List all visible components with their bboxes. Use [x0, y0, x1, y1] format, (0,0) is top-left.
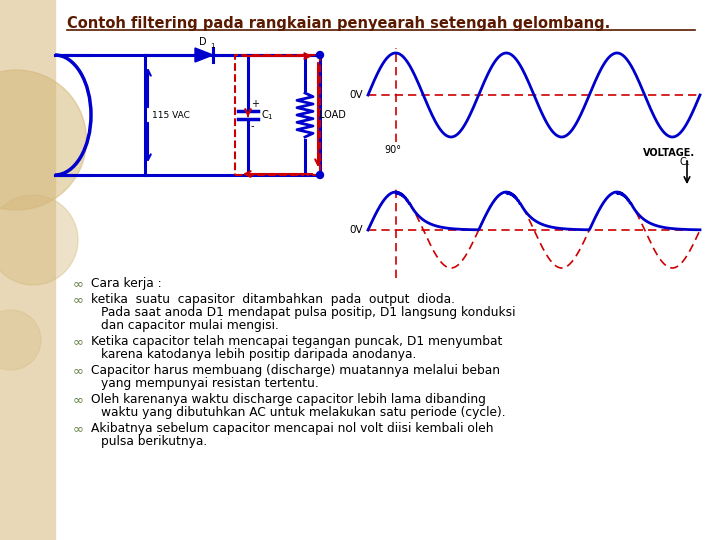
- Text: LOAD: LOAD: [319, 110, 346, 120]
- Text: karena katodanya lebih positip daripada anodanya.: karena katodanya lebih positip daripada …: [101, 348, 416, 361]
- Text: +: +: [251, 99, 259, 109]
- Text: -: -: [251, 121, 254, 131]
- Text: ketika  suatu  capasitor  ditambahkan  pada  output  dioda.: ketika suatu capasitor ditambahkan pada …: [91, 293, 455, 306]
- Text: 0V: 0V: [349, 225, 363, 235]
- Circle shape: [0, 310, 41, 370]
- Text: Cara kerja :: Cara kerja :: [91, 277, 161, 290]
- Text: waktu yang dibutuhkan AC untuk melakukan satu periode (cycle).: waktu yang dibutuhkan AC untuk melakukan…: [101, 406, 505, 419]
- Circle shape: [317, 172, 323, 179]
- Circle shape: [0, 70, 86, 210]
- Text: pulsa berikutnya.: pulsa berikutnya.: [101, 435, 207, 448]
- Text: D: D: [199, 37, 207, 47]
- Polygon shape: [195, 48, 213, 62]
- Text: Capacitor harus membuang (discharge) muatannya melalui beban: Capacitor harus membuang (discharge) mua…: [91, 364, 500, 377]
- Text: 0V: 0V: [349, 90, 363, 100]
- Text: ∞: ∞: [73, 364, 84, 377]
- Text: Oleh karenanya waktu discharge capacitor lebih lama dibanding: Oleh karenanya waktu discharge capacitor…: [91, 393, 486, 406]
- Text: 90°: 90°: [384, 145, 401, 155]
- Text: Contoh filtering pada rangkaian penyearah setengah gelombang.: Contoh filtering pada rangkaian penyeara…: [67, 16, 611, 31]
- Text: C₁: C₁: [680, 157, 690, 167]
- Text: 115 VAC: 115 VAC: [152, 111, 190, 119]
- Text: dan capacitor mulai mengisi.: dan capacitor mulai mengisi.: [101, 319, 279, 332]
- Text: ∞: ∞: [73, 422, 84, 435]
- Text: 1: 1: [210, 43, 215, 49]
- Text: yang mempunyai resistan tertentu.: yang mempunyai resistan tertentu.: [101, 377, 319, 390]
- Text: ∞: ∞: [73, 393, 84, 406]
- Text: ∞: ∞: [73, 277, 84, 290]
- Bar: [235, 55, 320, 175]
- Bar: [0, 0, 55, 540]
- Text: Akibatnya sebelum capacitor mencapai nol volt diisi kembali oleh: Akibatnya sebelum capacitor mencapai nol…: [91, 422, 493, 435]
- Text: C: C: [261, 110, 268, 120]
- Text: Pada saat anoda D1 mendapat pulsa positip, D1 langsung konduksi: Pada saat anoda D1 mendapat pulsa positi…: [101, 306, 516, 319]
- Text: 1: 1: [267, 114, 271, 120]
- Circle shape: [317, 51, 323, 58]
- Text: ∞: ∞: [73, 335, 84, 348]
- Text: Ketika capacitor telah mencapai tegangan puncak, D1 menyumbat: Ketika capacitor telah mencapai tegangan…: [91, 335, 503, 348]
- Text: ∞: ∞: [73, 293, 84, 306]
- Circle shape: [0, 195, 78, 285]
- Text: VOLTAGE.: VOLTAGE.: [643, 148, 695, 158]
